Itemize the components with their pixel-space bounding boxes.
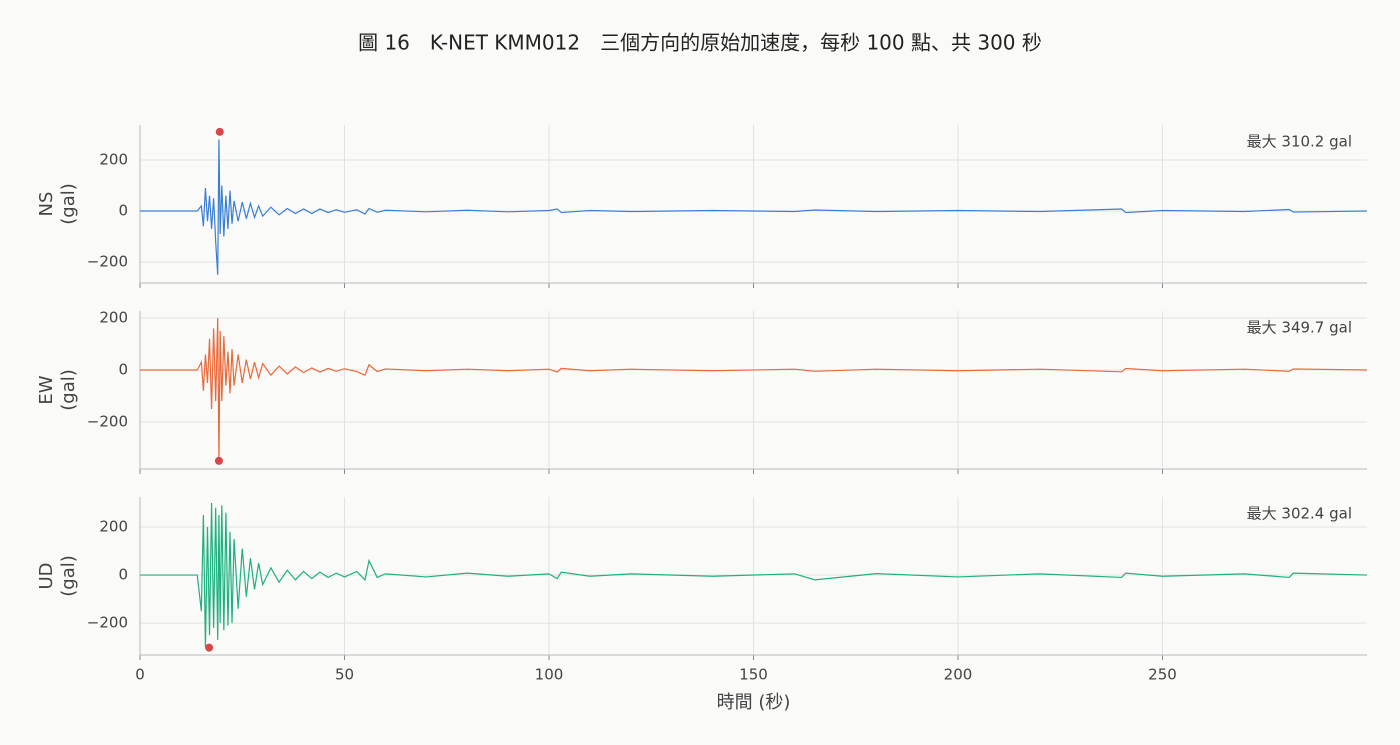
y-axis-label: NS(gal) [36, 183, 79, 225]
y-tick-label: 0 [118, 360, 128, 378]
y-axis-label: UD(gal) [36, 555, 79, 597]
y-tick-label: −200 [87, 253, 128, 271]
y-tick-label: −200 [87, 614, 128, 632]
trace-line [140, 318, 1368, 461]
peak-marker [214, 456, 223, 465]
peak-marker [215, 127, 224, 136]
peak-annotation: 最大 302.4 gal [1247, 505, 1352, 523]
x-axis-label: 時間 (秒) [717, 692, 791, 713]
x-tick-label: 250 [1148, 666, 1177, 684]
x-tick-label: 0 [135, 666, 145, 684]
trace-line [140, 139, 1368, 275]
y-tick-label: 200 [99, 518, 128, 536]
y-tick-label: 0 [118, 566, 128, 584]
y-tick-label: 0 [118, 202, 128, 220]
chart-title: 圖 16 K-NET KMM012 三個方向的原始加速度，每秒 100 點、共 … [358, 31, 1042, 55]
y-tick-label: −200 [87, 412, 128, 430]
y-tick-label: 200 [99, 309, 128, 327]
x-tick-label: 100 [535, 666, 564, 684]
x-tick-label: 50 [335, 666, 354, 684]
trace-line [140, 502, 1368, 648]
x-tick-label: 150 [739, 666, 768, 684]
y-tick-label: 200 [99, 150, 128, 168]
peak-marker [205, 643, 214, 652]
y-axis-label: EW(gal) [36, 369, 79, 411]
x-tick-label: 200 [944, 666, 973, 684]
peak-annotation: 最大 349.7 gal [1247, 319, 1352, 337]
peak-annotation: 最大 310.2 gal [1247, 133, 1352, 151]
